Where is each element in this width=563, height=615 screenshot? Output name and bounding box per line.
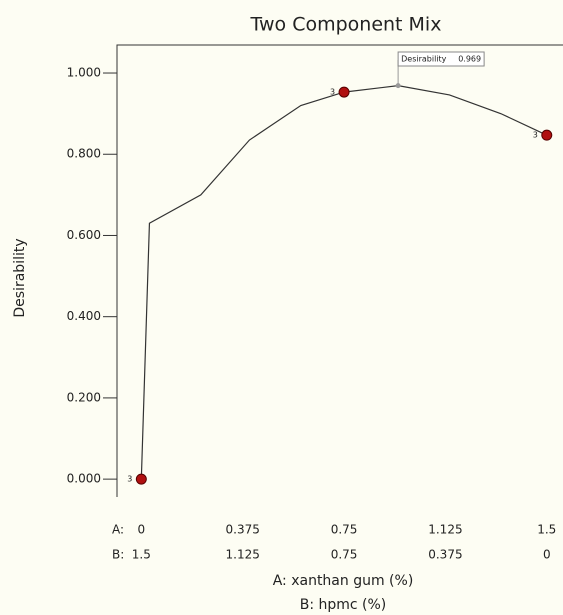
design-point (542, 130, 552, 140)
x-tick-label: 0.375 (226, 523, 260, 537)
annotation-value: 0.969 (458, 55, 481, 64)
x2-tick-label: 1.5 (132, 548, 151, 562)
y-tick-label: 0.000 (67, 472, 101, 486)
chart-title: Two Component Mix (250, 14, 442, 36)
design-point (136, 474, 146, 484)
point-count: 3 (533, 131, 538, 140)
chart: Two Component Mix Desirability A: xantha… (0, 0, 563, 615)
x2-axis-label: B: hpmc (%) (300, 597, 387, 613)
x2-tick-label: 1.125 (226, 548, 260, 562)
x-tick-label: 0 (138, 523, 146, 537)
y-tick-label: 0.200 (67, 390, 101, 404)
x-tick-label: 0.75 (331, 523, 358, 537)
y-axis-label: Desirability (12, 238, 28, 317)
y-tick-label: 1.000 (67, 66, 101, 80)
x-tick-label: 1.5 (537, 523, 556, 537)
y-tick-label: 0.600 (67, 228, 101, 242)
x2-tick-label: 0.375 (428, 548, 462, 562)
page: Two Component Mix Desirability A: xantha… (0, 0, 563, 615)
point-count: 3 (127, 475, 132, 484)
x2-tick-label: 0 (543, 548, 551, 562)
x-tick-label: 1.125 (428, 523, 462, 537)
background (0, 0, 563, 615)
design-point (339, 87, 349, 97)
x2-tick-label: 0.75 (331, 548, 358, 562)
point-count: 3 (330, 88, 335, 97)
x-axis-label: A: xanthan gum (%) (273, 573, 414, 589)
row-label: B: (112, 548, 124, 562)
y-tick-label: 0.400 (67, 309, 101, 323)
y-tick-label: 0.800 (67, 147, 101, 161)
row-label: A: (112, 523, 124, 537)
annotation-text: Desirability (401, 55, 447, 64)
